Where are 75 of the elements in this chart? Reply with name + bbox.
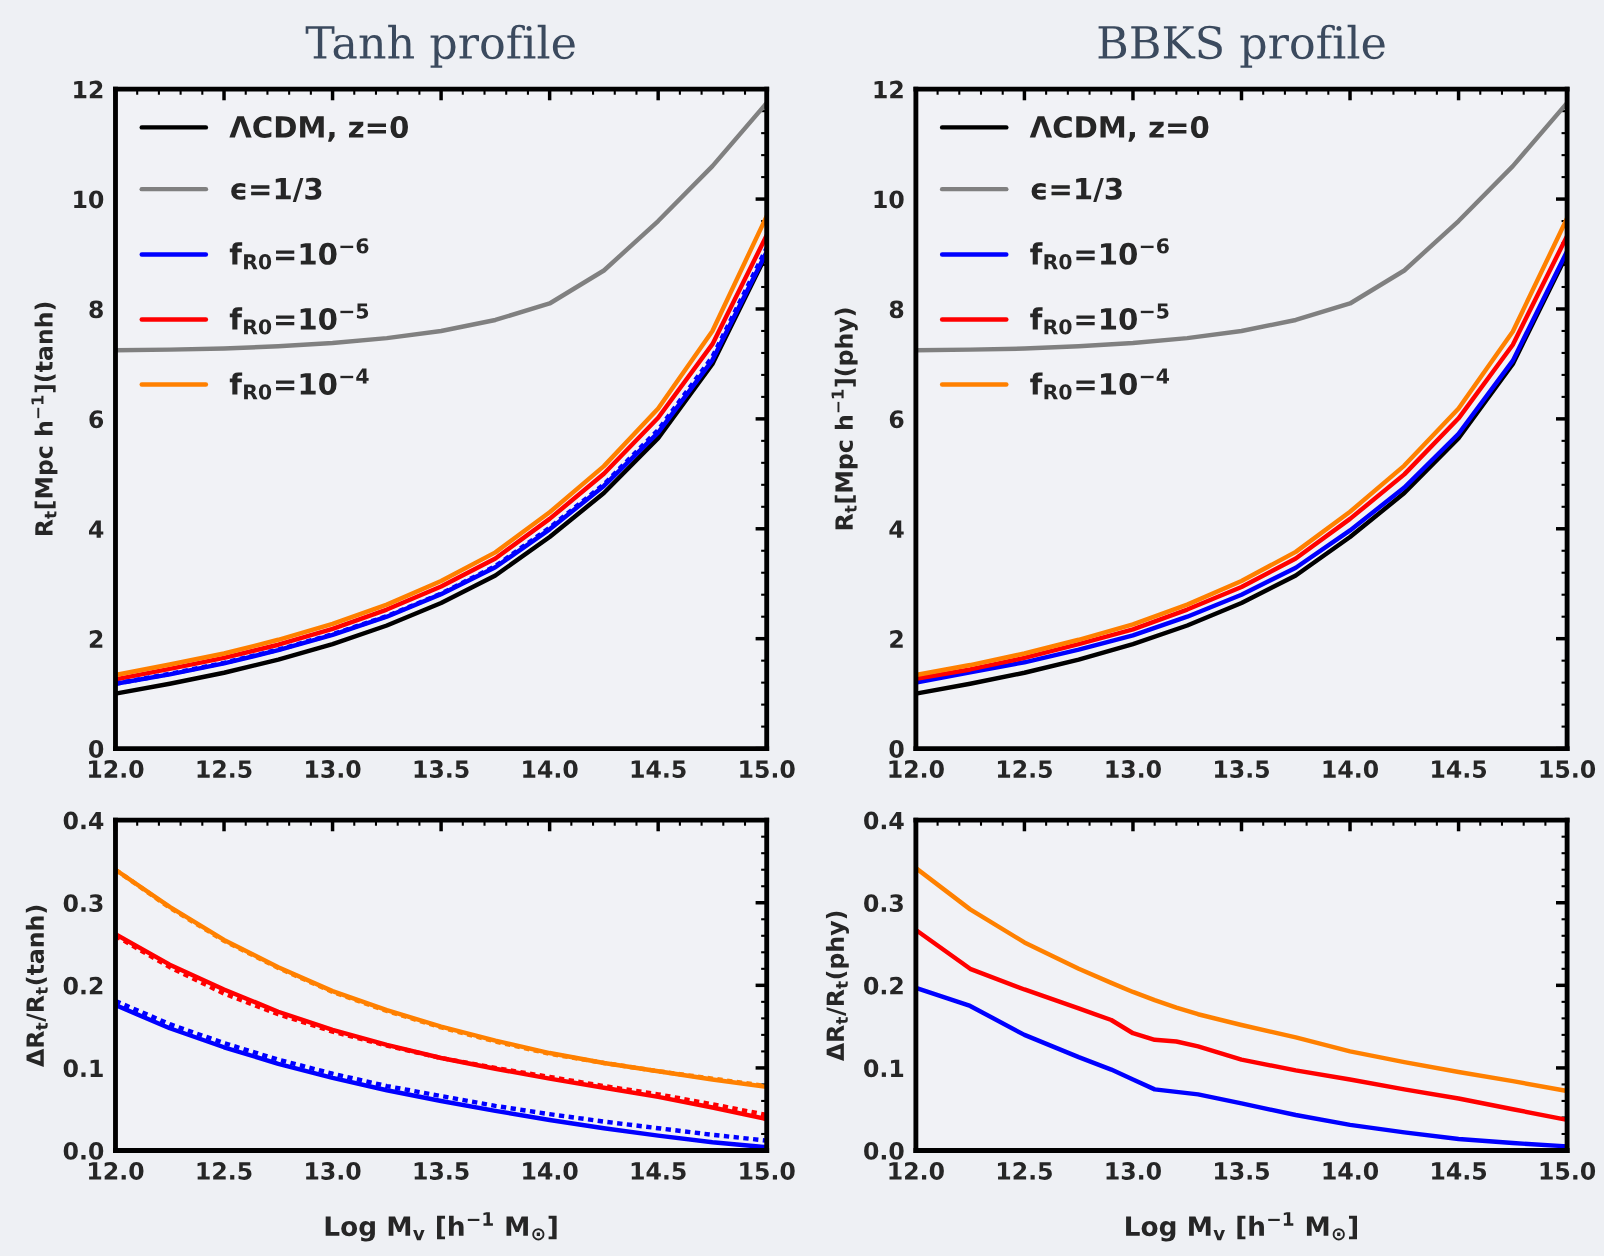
- x-tick-label: 14.0: [523, 760, 578, 778]
- legend-label: f$_{R0}$=10$^{−5}$: [229, 303, 369, 335]
- y-tick-label: 2: [89, 630, 103, 648]
- y-tick-label: 0.2: [63, 976, 103, 995]
- x-tick-label: 12.0: [89, 760, 144, 778]
- chart-title: BBKS profile: [1098, 24, 1385, 68]
- x-tick-label: 13.5: [1215, 1162, 1269, 1180]
- legend-label: f$_{R0}$=10$^{−6}$: [229, 238, 369, 270]
- x-tick-label: 14.0: [1323, 1162, 1379, 1180]
- x-tick-label: 13.5: [1215, 760, 1269, 778]
- x-tick-label: 13.5: [414, 1162, 469, 1180]
- y-tick-label: 0.4: [63, 811, 104, 830]
- y-tick-label: 0.3: [63, 894, 103, 913]
- y-tick-label: 0.2: [864, 976, 903, 995]
- x-tick-label: 14.5: [1432, 760, 1487, 778]
- y-tick-label: 10: [874, 190, 904, 209]
- line-series: [915, 985, 1568, 1149]
- legend-label: f$_{R0}$=10$^{−4}$: [1030, 368, 1170, 400]
- y-tick-label: 6: [89, 410, 104, 429]
- x-tick-label: 12.0: [889, 1162, 944, 1180]
- line-series: [915, 927, 1568, 1123]
- legend-label: ΛCDM, z=0: [229, 115, 408, 142]
- y-tick-label: 0: [89, 740, 104, 758]
- chart-title: Tanh profile: [305, 24, 575, 68]
- y-tick-label: 12: [874, 80, 903, 99]
- line-series: [115, 100, 767, 353]
- y-axis-title: ΔR$_{t}$/R$_{t}$(tanh): [25, 905, 48, 1067]
- x-tick-label: 15.0: [1540, 760, 1596, 778]
- x-tick-label: 12.0: [89, 1162, 144, 1180]
- legend-label: ϵ=1/3: [231, 177, 322, 203]
- x-tick-label: 13.0: [1106, 760, 1161, 778]
- y-axis-title: R$_{t}$[Mpc h$^{−1}$](tanh): [31, 302, 58, 536]
- x-tick-label: 13.5: [414, 760, 469, 778]
- legend-label: ϵ=1/3: [1031, 177, 1122, 203]
- x-tick-label: 14.5: [1432, 1162, 1487, 1180]
- x-tick-label: 12.5: [997, 1162, 1052, 1180]
- legend-label: ΛCDM, z=0: [1029, 115, 1209, 142]
- y-tick-label: 8: [89, 300, 103, 319]
- y-tick-label: 6: [889, 410, 904, 429]
- y-tick-label: 4: [889, 520, 904, 538]
- x-tick-label: 12.0: [889, 760, 944, 778]
- y-tick-label: 0.0: [63, 1141, 104, 1160]
- x-axis-title: Log M$_{v}$ [h$^{−1}$ M$_{⊙}$]: [1126, 1212, 1357, 1242]
- x-tick-label: 14.0: [523, 1162, 578, 1180]
- y-tick-label: 0.3: [864, 894, 903, 913]
- y-tick-label: 12: [74, 80, 103, 99]
- legend-label: f$_{R0}$=10$^{−6}$: [1030, 238, 1169, 270]
- x-tick-label: 14.5: [631, 1162, 686, 1180]
- y-tick-label: 10: [74, 190, 104, 209]
- line-series: [915, 100, 1568, 353]
- y-tick-label: 8: [889, 300, 904, 319]
- x-tick-label: 15.0: [740, 760, 795, 778]
- x-tick-label: 13.0: [306, 760, 361, 778]
- y-tick-label: 2: [890, 630, 903, 648]
- x-tick-label: 13.0: [306, 1162, 361, 1180]
- x-tick-label: 15.0: [740, 1162, 795, 1180]
- x-tick-label: 15.0: [1540, 1162, 1596, 1180]
- y-tick-label: 0.1: [63, 1059, 103, 1078]
- y-tick-label: 4: [89, 520, 104, 538]
- y-tick-label: 0.4: [864, 811, 904, 830]
- y-tick-label: 0.1: [864, 1059, 904, 1078]
- x-tick-label: 12.5: [197, 1162, 252, 1180]
- y-axis-title: R$_{t}$[Mpc h$^{−1}$](phy): [831, 308, 858, 530]
- x-axis-title: Log M$_{v}$ [h$^{−1}$ M$_{⊙}$]: [325, 1212, 557, 1242]
- x-tick-label: 14.5: [631, 760, 686, 778]
- y-tick-label: 0: [889, 740, 904, 758]
- line-series: [915, 865, 1568, 1094]
- x-tick-label: 12.5: [997, 760, 1052, 778]
- legend-label: f$_{R0}$=10$^{−4}$: [229, 368, 369, 400]
- x-tick-label: 14.0: [1323, 760, 1379, 778]
- x-tick-label: 13.0: [1106, 1162, 1161, 1180]
- legend-label: f$_{R0}$=10$^{−5}$: [1030, 303, 1169, 335]
- y-axis-title: ΔR$_{t}$/R$_{t}$(phy): [825, 911, 849, 1062]
- x-tick-label: 12.5: [197, 760, 252, 778]
- y-tick-label: 0.0: [864, 1141, 904, 1160]
